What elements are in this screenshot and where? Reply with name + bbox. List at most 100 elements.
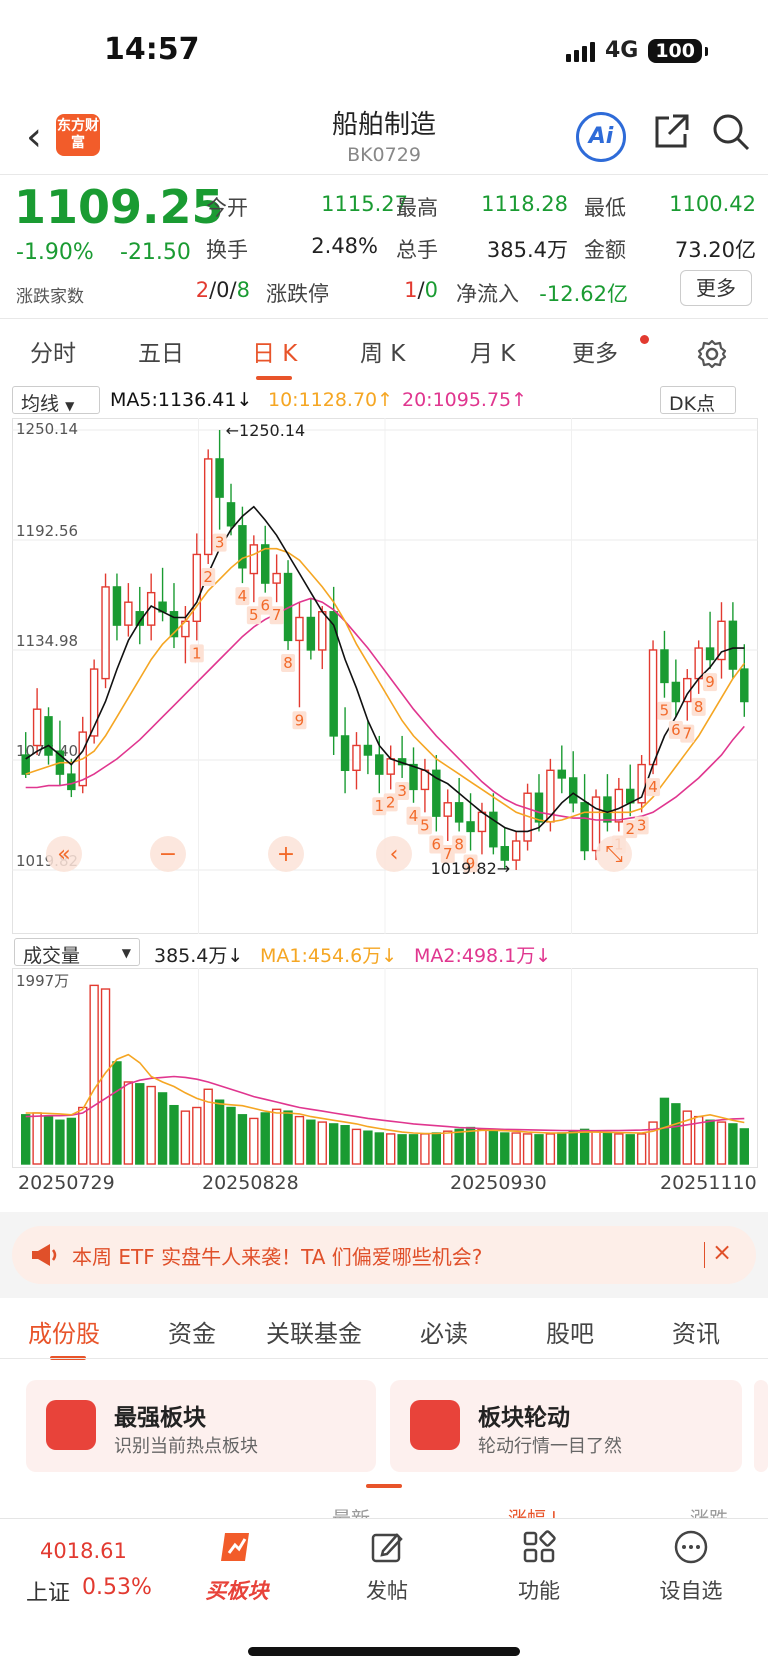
tab-forum[interactable]: 股吧	[546, 1320, 594, 1348]
buy-sector-button[interactable]: 买板块	[182, 1527, 292, 1605]
search-icon[interactable]	[711, 112, 751, 152]
tab-funds-flow[interactable]: 资金	[168, 1320, 216, 1348]
volume-bar	[625, 1134, 635, 1165]
change-amount: -21.50	[120, 240, 191, 265]
ai-button[interactable]: Ai	[576, 112, 626, 162]
tab-constituents[interactable]: 成份股	[28, 1320, 100, 1348]
volume-bar	[579, 1128, 590, 1165]
tab-more[interactable]: 更多	[572, 341, 618, 367]
post-button[interactable]: 发帖	[332, 1527, 442, 1605]
prev-icon[interactable]: ‹	[376, 836, 412, 872]
candle-body	[534, 792, 544, 823]
scroll-left-icon[interactable]: «	[46, 836, 82, 872]
logo-text: 东方财富	[57, 118, 99, 151]
td-marker: 3	[215, 534, 225, 552]
bottom-bar: 4018.61 上证 0.53% 买板块 发帖 功能 设自选	[0, 1518, 768, 1665]
next-card-peek[interactable]	[754, 1380, 768, 1472]
grid-icon	[523, 1530, 556, 1563]
content-tabs: 成份股 资金 关联基金 必读 股吧 资讯	[0, 1300, 768, 1364]
control-button-glyph: ⤡	[605, 842, 623, 867]
share-icon[interactable]	[651, 112, 691, 152]
y-tick-label: 1134.98	[16, 632, 78, 650]
candle-body	[420, 769, 430, 791]
volume-bar	[32, 1112, 42, 1165]
vol-ma1-value: MA1:454.6万↓	[260, 945, 398, 967]
volume-bar	[180, 1110, 191, 1165]
promo-banner[interactable]: 本周 ETF 实盘牛人来袭！TA 们偏爱哪些机会? ×	[12, 1226, 756, 1284]
add-watchlist-button[interactable]: 设自选	[636, 1527, 746, 1605]
index-name[interactable]: 上证	[26, 1581, 71, 1606]
tab-intraday[interactable]: 分时	[30, 341, 76, 367]
index-value[interactable]: 4018.61	[40, 1539, 127, 1563]
candlestick-chart[interactable]: 1250.141192.561134.981077.401019.8212345…	[12, 418, 758, 934]
gear-icon[interactable]	[696, 338, 728, 370]
gain-header[interactable]: 涨幅↓	[508, 1508, 562, 1520]
breadth-label: 涨跌家数	[16, 287, 84, 307]
strongest-sector-card[interactable]: 最强板块 识别当前热点板块	[26, 1380, 376, 1472]
sector-code: BK0729	[347, 144, 421, 166]
card-title: 板块轮动	[478, 1405, 570, 1431]
candle-body	[454, 802, 464, 823]
more-dots-icon	[674, 1530, 708, 1564]
date-tick: 20250729	[18, 1172, 115, 1194]
candle-body	[705, 647, 715, 661]
volume-chart[interactable]: 1997万	[12, 968, 758, 1168]
indicator-select[interactable]: 均线 ▼	[12, 386, 100, 415]
tab-monthly-k[interactable]: 月 K	[470, 341, 516, 367]
edit-icon	[371, 1533, 403, 1563]
turnover-value: 2.48%	[311, 234, 378, 258]
high-annotation: ←1250.14	[226, 421, 306, 440]
ma5-line	[25, 505, 745, 833]
pager-indicator	[366, 1484, 402, 1488]
volume-bar	[340, 1125, 350, 1165]
control-button-bg	[596, 836, 632, 872]
volume-select[interactable]: 成交量 ▼	[14, 938, 140, 967]
volume-bar	[602, 1132, 613, 1165]
latest-header[interactable]: 最新	[332, 1508, 371, 1520]
td-marker-bg	[212, 533, 227, 552]
candle-body	[44, 716, 53, 756]
candle-body	[192, 553, 202, 623]
change-percent: -1.90%	[16, 240, 94, 265]
banner-separator	[704, 1242, 705, 1268]
fullscreen-icon[interactable]: ⤡	[596, 836, 632, 872]
td-marker-bg	[680, 724, 695, 743]
limit-down: 0	[424, 278, 438, 302]
inflow-value: -12.62亿	[539, 282, 628, 306]
tab-must-read[interactable]: 必读	[420, 1320, 468, 1348]
close-icon[interactable]: ×	[712, 1238, 733, 1266]
volume-bar	[488, 1130, 499, 1165]
control-button-bg	[376, 836, 412, 872]
back-icon[interactable]: ‹	[26, 114, 42, 160]
candle-body	[306, 616, 316, 651]
volume-bar	[728, 1123, 738, 1165]
vol-ma1-line	[25, 1053, 745, 1135]
volume-bar	[135, 1083, 145, 1165]
tab-daily-k[interactable]: 日 K	[252, 341, 298, 367]
functions-button[interactable]: 功能	[484, 1527, 594, 1605]
zoom-in-icon[interactable]: +	[268, 836, 304, 872]
sector-rotation-card[interactable]: 板块轮动 轮动行情一目了然	[390, 1380, 742, 1472]
change-header[interactable]: 涨跌	[690, 1508, 729, 1520]
card-title: 最强板块	[114, 1405, 206, 1431]
td-marker: 5	[660, 702, 670, 720]
index-percent[interactable]: 0.53%	[82, 1575, 152, 1600]
tab-related-funds[interactable]: 关联基金	[266, 1320, 362, 1348]
control-button-bg	[268, 836, 304, 872]
candle-body	[124, 601, 133, 626]
chart-board-icon	[46, 1400, 96, 1450]
inflow-label: 净流入	[456, 282, 519, 306]
limit-value: 1/0	[404, 278, 438, 302]
more-button[interactable]: 更多	[680, 270, 752, 306]
volume-bar	[522, 1133, 533, 1165]
tab-news[interactable]: 资讯	[672, 1320, 720, 1348]
candle-body	[728, 620, 738, 670]
amount-label: 金额	[584, 238, 626, 262]
candle-body	[215, 458, 224, 498]
zoom-out-icon[interactable]: −	[150, 836, 186, 872]
tab-weekly-k[interactable]: 周 K	[360, 341, 406, 367]
candle-body	[67, 773, 76, 791]
volume-bar	[260, 1112, 270, 1165]
tab-five-day[interactable]: 五日	[138, 341, 184, 367]
dk-point-select[interactable]: DK点	[660, 386, 736, 415]
